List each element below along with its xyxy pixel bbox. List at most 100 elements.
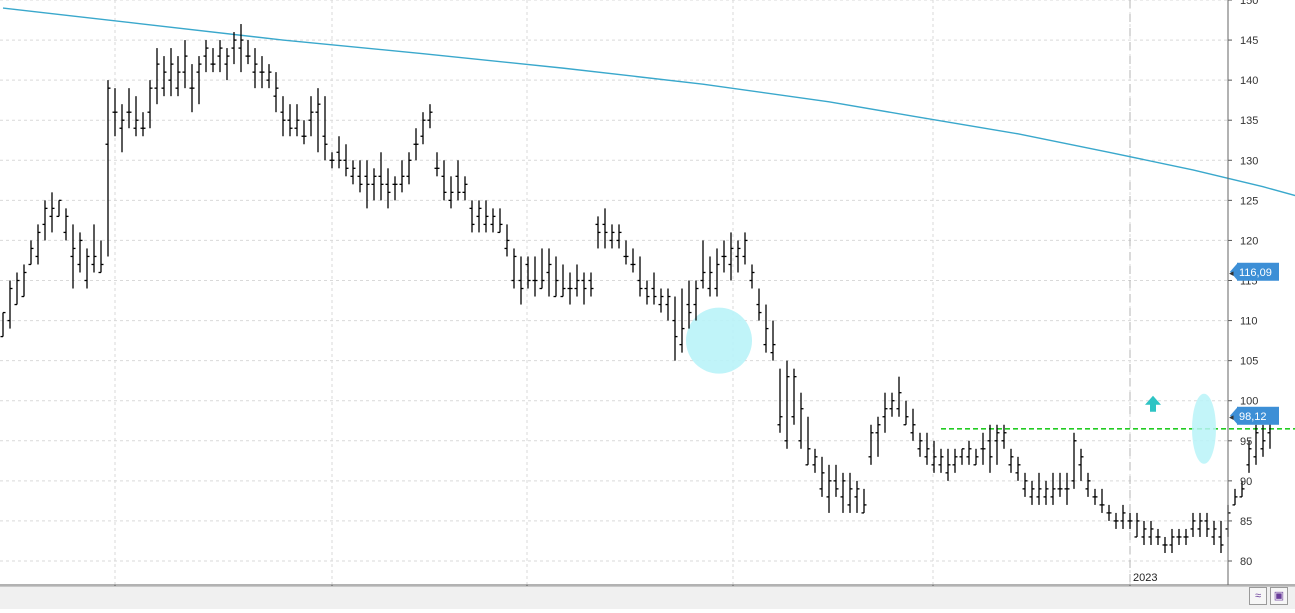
ohlc-bar [707,256,713,297]
price-marker: ◂ [1229,412,1234,422]
ohlc-bar [357,160,363,193]
ohlc-bar [511,248,517,289]
ohlc-bar [1043,480,1049,505]
ohlc-bar [0,311,6,338]
ohlc-bar [777,368,783,433]
ohlc-bar [1162,536,1168,553]
ohlc-bar [1092,488,1098,505]
ohlc-bar [196,56,202,105]
ohlc-bar [63,208,69,241]
ohlc-bar [14,272,20,306]
price-value-tag-pointer [1230,407,1237,424]
ohlc-bar [49,192,55,233]
ohlc-bar [588,272,594,297]
price-value-tag: 98,12 [1230,406,1279,425]
ohlc-bar [574,264,580,297]
ohlc-bar [245,40,251,65]
ohlc-bar [616,224,622,249]
moving-average-line [2,7,1295,197]
ohlc-bar [686,280,692,329]
ohlc-bar [91,224,97,273]
ohlc-bar [1134,512,1140,538]
ohlc-bar [658,288,664,313]
y-tick-label: 85 [1240,516,1252,528]
ohlc-bar [98,240,104,274]
ohlc-bar [1036,472,1042,505]
ohlc-bar [497,208,503,234]
price-value-tag-box [1237,406,1279,425]
y-tick-label: 130 [1240,155,1258,167]
ohlc-bar [182,40,188,89]
ohlc-bar [735,240,741,273]
ohlc-bar [28,240,34,266]
ohlc-bar [567,272,573,305]
ohlc-bar [1015,456,1021,481]
ohlc-bar [1064,472,1070,505]
ohlc-bar [812,448,818,473]
y-tick-label: 110 [1240,316,1258,328]
ohlc-bar [420,112,426,145]
ohlc-bar [119,104,125,153]
ohlc-bar [161,56,167,97]
ohlc-bar [392,176,398,201]
ohlc-bar [679,288,685,353]
ohlc-bar [399,160,405,193]
ohlc-bar [1008,448,1014,473]
ohlc-bar [7,280,13,329]
ohlc-bar [770,320,776,361]
ohlc-bar [630,248,636,273]
y-tick-label: 80 [1240,556,1252,568]
ohlc-bar [1120,504,1126,529]
ohlc-bar [518,256,524,305]
ohlc-bar [1057,472,1063,497]
ohlc-bar [980,432,986,465]
save-button[interactable]: ▣ [1270,587,1288,605]
ohlc-bar [1232,488,1238,506]
ohlc-bar [413,128,419,161]
y-tick-label: 120 [1240,235,1258,247]
ohlc-bar [651,272,657,305]
year-marker-label: 2023 [1133,572,1157,584]
ohlc-bar [1169,528,1175,553]
ohlc-bar [154,48,160,105]
ohlc-bar [329,152,335,169]
ohlc-bar [406,152,412,185]
ohlc-bar [469,200,475,233]
ohlc-bar [1001,424,1007,449]
highlight-ellipse [1192,393,1216,464]
chart-type-button[interactable]: ≈ [1249,587,1267,605]
ohlc-bar [602,208,608,249]
up-arrow-icon [1145,395,1161,412]
y-axis[interactable]: 8085909510010511011512012513013514014515… [1227,0,1279,585]
ohlc-bar [350,160,356,185]
ohlc-bar [833,464,839,497]
ohlc-bar [826,464,832,513]
ohlc-bar [280,96,286,137]
ohlc-bar [308,96,314,137]
ohlc-bar [1183,528,1189,545]
ohlc-bar [287,104,293,137]
ohlc-bar [875,416,881,457]
ohlc-bar [1099,488,1105,513]
ohlc-bar [483,200,489,233]
ohlc-bar [903,400,909,426]
ma-value-tag-box [1237,262,1279,281]
ohlc-bar [1190,512,1196,537]
ohlc-bar [1218,520,1224,553]
ohlc-bar [1050,472,1056,505]
ohlc-bar [1253,424,1259,465]
ohlc-bar [112,88,118,137]
y-tick-label: 140 [1240,75,1258,87]
ohlc-bar [301,120,307,145]
price-value-tag-text: 98,12 [1239,411,1267,423]
ohlc-bar [462,176,468,201]
ohlc-bar [756,288,762,321]
ohlc-bar [840,472,846,513]
ohlc-bar [35,224,41,265]
ohlc-bar [798,392,804,449]
y-tick-label: 90 [1240,476,1252,488]
ma-value-tag: 116,09 [1230,262,1279,281]
ohlc-bar [882,392,888,433]
